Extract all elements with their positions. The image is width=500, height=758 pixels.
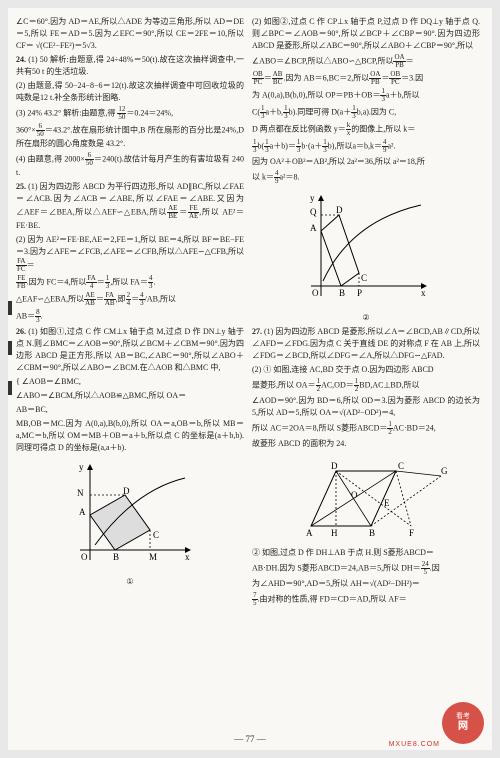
- svg-text:B: B: [113, 552, 119, 562]
- svg-text:O: O: [351, 490, 358, 500]
- text: 因为 OA²＋OB²＝AB²,所以 2a²＝36,所以 a²＝18,所: [252, 156, 480, 168]
- svg-text:A: A: [79, 507, 86, 517]
- binding-marks: [8, 288, 14, 408]
- watermark-badge: 看考 网: [442, 702, 484, 744]
- text: 75.由对称的性质,得 FD＝CD＝AD,所以 AF＝: [252, 592, 480, 607]
- text: (3) 24% 43.2° 解析:由题意,得 1250＝0.24＝24%,: [16, 106, 244, 121]
- text: AB·DH.因为 S菱形ABCD＝24,AB＝5,所以 DH＝245.因: [252, 561, 480, 576]
- text: 为∠AHD＝90°,AD＝5,所以 AH＝√(AD²−DH²)＝: [252, 578, 480, 590]
- svg-text:P: P: [357, 288, 362, 298]
- svg-text:C: C: [153, 530, 159, 540]
- svg-text:G: G: [441, 466, 448, 476]
- site-url: MXUE8.COM: [389, 741, 440, 748]
- svg-text:O: O: [81, 552, 88, 562]
- svg-text:y: y: [310, 193, 315, 203]
- text: 所以 AC＝2OA＝8,所以 S菱形ABCD＝12AC·BD＝24,: [252, 421, 480, 436]
- text: 13b(13a＋b)＝13b·(a＋13b),所以a＝b,k＝49a².: [252, 139, 480, 154]
- svg-text:B: B: [369, 528, 375, 538]
- figure-2: x y O A B C D P Q: [301, 191, 431, 306]
- page: ∠C＝60°.因为 AD＝AE,所以△ADE 为等边三角形,所以 AD＝DE＝5…: [8, 8, 492, 750]
- right-column: (2) 如图②,过点 C 作 CP⊥x 轴于点 P,过点 D 作 DQ⊥y 轴于…: [252, 16, 480, 722]
- text: (2) ① 如图,连接 AC,BD 交于点 O.因为四边形 ABCD: [252, 364, 480, 376]
- text: 以 k＝49a²＝8.: [252, 170, 480, 185]
- text: MB,OB＝MC.因为 A(0,a),B(b,0),所以 OA＝a,OB＝b,所…: [16, 418, 244, 454]
- svg-text:C: C: [361, 273, 367, 283]
- text: ∠ABO＝∠BCM,所以△AOB≌△BMC,所以 OA＝: [16, 390, 244, 402]
- svg-text:B: B: [339, 288, 345, 298]
- svg-text:E: E: [384, 498, 390, 508]
- text: ② 如图,过点 D 作 DH⊥AB 于点 H.则 S菱形ABCD＝: [252, 547, 480, 559]
- text: C(13a＋b,13b).同理可得 D(a＋13b,a).因为 C,: [252, 105, 480, 120]
- svg-text:O: O: [312, 288, 319, 298]
- text: (4) 由题意,得 2000×650＝240(t).故估计每月产生的有害垃圾有 …: [16, 152, 244, 179]
- text: OBPC＝ABBC.因为 AB＝6,BC＝2,所以OAPB＝OBPC＝3.因: [252, 71, 480, 86]
- figure-3: A B C D E F G H O: [281, 456, 451, 541]
- text: 为 A(0,a),B(b,0),所以 OP＝PB＋OB＝13a＋b,所以: [252, 88, 480, 103]
- text: FEFB.因为 FC＝4,所以FA4＝13,所以 FA＝43.: [16, 275, 244, 290]
- text: 是菱形,所以 OA＝12AC,OD＝12BD,AC⊥BD,所以: [252, 378, 480, 393]
- svg-text:x: x: [421, 288, 426, 298]
- text: ∠AOD＝90°.因为 BD＝6,所以 OD＝3.因为菱形 ABCD 的边长为 …: [252, 395, 480, 419]
- svg-text:C: C: [398, 461, 404, 471]
- svg-text:D: D: [331, 461, 338, 471]
- svg-text:x: x: [185, 552, 190, 562]
- text: D 两点都在反比例函数 y＝kx的图像上,所以 k＝: [252, 122, 480, 137]
- text: AB＝83.: [16, 309, 244, 324]
- text: AB＝BC,: [16, 404, 244, 416]
- text: △EAF∽△EBA,所以AEAB＝FAAB,即24＝43/AB,所以: [16, 292, 244, 307]
- q26: 26. (1) 如图①,过点 C 作 CM⊥x 轴于点 M,过点 D 作 DN⊥…: [16, 326, 244, 374]
- text: ∠C＝60°.因为 AD＝AE,所以△ADE 为等边三角形,所以 AD＝DE＝5…: [16, 16, 244, 52]
- svg-text:D: D: [336, 205, 343, 215]
- q25: 25. (1) 因为四边形 ABCD 为平行四边形,所以 AD∥BC,所以∠FA…: [16, 181, 244, 232]
- svg-text:M: M: [149, 552, 157, 562]
- svg-text:A: A: [310, 223, 317, 233]
- svg-text:Q: Q: [310, 207, 317, 217]
- svg-text:F: F: [409, 528, 414, 538]
- q24: 24. (1) 50 解析:由题意,得 24÷48%＝50(t).故在这次抽样调…: [16, 54, 244, 78]
- svg-text:N: N: [77, 488, 84, 498]
- svg-text:H: H: [331, 528, 338, 538]
- svg-text:y: y: [79, 462, 84, 472]
- text: { ∠AOB＝∠BMC,: [16, 376, 244, 388]
- svg-text:A: A: [306, 528, 313, 538]
- q27: 27. (1) 因为四边形 ABCD 是菱形,所以∠A＝∠BCD,AB∥CD,所…: [252, 326, 480, 362]
- figure-1: x y O A B C D M N: [65, 460, 195, 570]
- fig2-label: ②: [252, 312, 480, 324]
- text: 故菱形 ABCD 的面积为 24.: [252, 438, 480, 450]
- fig1-label: ①: [16, 576, 244, 588]
- text: ∠ABO＝∠BCP,所以△ABO∽△BCP,所以OAPB＝: [252, 54, 480, 69]
- text: 360°×650＝43.2°.故在扇形统计图中,B 所在扇形的百分比是24%,D…: [16, 123, 244, 150]
- text: (2) 如图②,过点 C 作 CP⊥x 轴于点 P,过点 D 作 DQ⊥y 轴于…: [252, 16, 480, 52]
- left-column: ∠C＝60°.因为 AD＝AE,所以△ADE 为等边三角形,所以 AD＝DE＝5…: [16, 16, 244, 722]
- content: ∠C＝60°.因为 AD＝AE,所以△ADE 为等边三角形,所以 AD＝DE＝5…: [8, 8, 492, 750]
- text: (2) 由题意,得 50−24−8−6＝12(t).故这次抽样调查中可回收垃圾的…: [16, 80, 244, 104]
- svg-text:D: D: [123, 486, 130, 496]
- text: (2) 因为 AE²＝FE·BE,AE＝2,FE＝1,所以 BE＝4,所以 BF…: [16, 234, 244, 273]
